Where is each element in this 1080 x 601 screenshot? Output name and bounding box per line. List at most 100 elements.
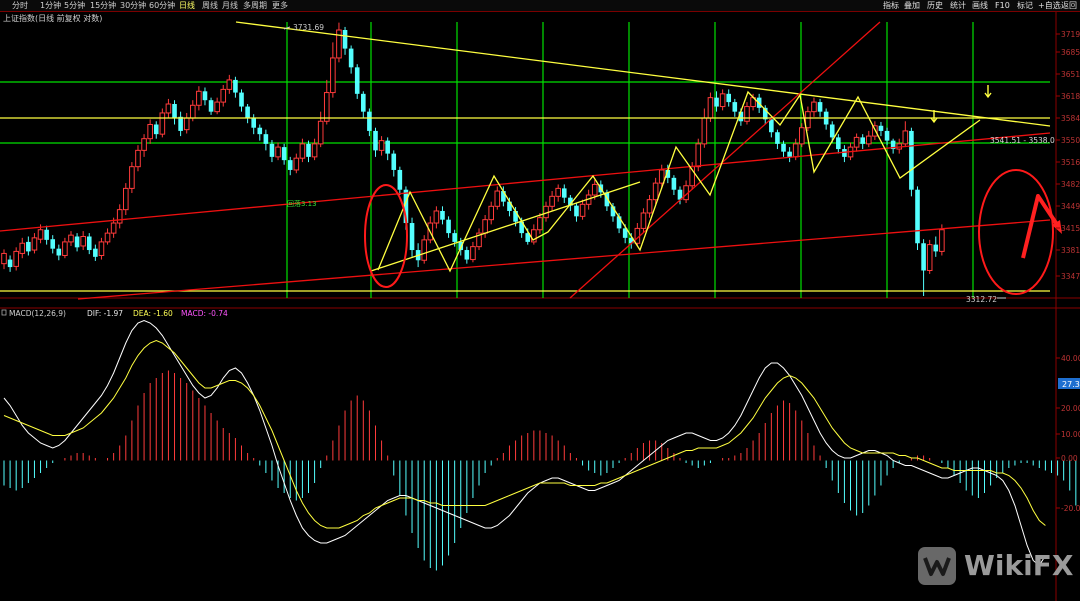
candle-down: [909, 130, 914, 190]
period-tab-3[interactable]: 15分钟: [90, 1, 117, 10]
candle-up: [494, 190, 501, 207]
candle-down: [464, 250, 470, 260]
price-tick-label: 3685: [1061, 48, 1080, 57]
toolbar-button-7[interactable]: +自选: [1038, 1, 1061, 10]
channel-line: [370, 181, 641, 272]
candle-down: [622, 228, 628, 238]
candle-down: [251, 118, 256, 128]
candle-down: [233, 79, 238, 93]
candle-down: [775, 132, 780, 144]
candle-down: [501, 191, 506, 202]
candle-down: [665, 169, 671, 178]
period-toolbar: 分时 1分钟 5分钟 15分钟 30分钟 60分钟 日线 周线 月线 多周期 更多 指标 叠加 历史 统计画…: [0, 0, 1080, 11]
candle-up: [488, 205, 494, 221]
candle-down: [628, 237, 634, 244]
candle-up: [13, 250, 19, 267]
candle-up: [695, 143, 702, 168]
candle-down: [257, 127, 263, 135]
candle-down: [933, 244, 939, 252]
period-tab-0[interactable]: 分时: [12, 1, 28, 10]
candle-up: [31, 237, 38, 251]
candle-up: [646, 199, 653, 214]
low-mark: 回落3.13: [287, 199, 317, 208]
toolbar-button-1[interactable]: 叠加: [904, 1, 920, 10]
candle-up: [476, 232, 482, 248]
toolbar-button-4[interactable]: 画线: [972, 1, 988, 10]
candle-down: [208, 100, 214, 112]
candle-down: [842, 149, 847, 157]
candle-down: [7, 259, 13, 268]
candle-up: [220, 88, 227, 103]
candle-up: [378, 140, 385, 151]
period-tab-10[interactable]: 更多: [272, 1, 288, 10]
toolbar-button-2[interactable]: 历史: [927, 1, 943, 10]
candle-down: [354, 67, 360, 94]
candle-up: [214, 101, 220, 113]
candle-up: [792, 143, 799, 158]
candle-up: [98, 241, 105, 256]
candle-down: [829, 124, 835, 138]
period-tab-6[interactable]: 日线: [179, 1, 195, 10]
candle-down: [403, 189, 409, 224]
price-tick-label: 3449: [1061, 202, 1080, 211]
candle-up: [658, 169, 665, 184]
candle-up: [104, 232, 111, 243]
toolbar-button-3[interactable]: 统计: [950, 1, 966, 10]
price-tick-label: 3584: [1061, 114, 1080, 123]
candle-down: [519, 221, 524, 234]
candle-down: [714, 97, 719, 107]
candle-down: [817, 102, 823, 112]
candle-down: [263, 134, 269, 144]
candle-up: [159, 112, 166, 135]
candle-up: [433, 210, 440, 224]
candle-up: [719, 93, 726, 108]
wikifx-watermark: WikiFX: [916, 545, 1073, 587]
candle-down: [762, 107, 768, 120]
macd-current-value: 27.3: [1062, 380, 1080, 389]
highlight-ellipse: [978, 169, 1054, 295]
down-arrow-icon: [930, 110, 938, 124]
kline-chart-area[interactable]: 3719 3685 3651 3618 3584 3550 3516 3482 3449 3415…: [0, 12, 1080, 601]
candle-down: [677, 189, 683, 200]
period-tab-1[interactable]: 1分钟: [40, 1, 62, 10]
candle-down: [245, 106, 250, 119]
period-tab-5[interactable]: 60分钟: [149, 1, 176, 10]
low-label: 3312.72: [966, 295, 997, 304]
candle-up: [62, 241, 68, 256]
candle-down: [507, 201, 512, 211]
candle-up: [323, 92, 330, 122]
wave-zigzag: [377, 90, 981, 273]
candle-up: [531, 229, 537, 243]
down-arrow-icon: [984, 85, 992, 99]
candle-down: [178, 116, 183, 131]
period-tab-4[interactable]: 30分钟: [120, 1, 147, 10]
toolbar-button-8[interactable]: 返回: [1061, 1, 1077, 10]
candle-down: [239, 92, 244, 107]
candle-down: [671, 177, 677, 190]
macd-current-box: [1058, 378, 1080, 389]
period-tab-8[interactable]: 月线: [222, 1, 238, 10]
candle-up: [579, 203, 586, 217]
toolbar-button-0[interactable]: 指标: [883, 1, 899, 10]
period-tab-9[interactable]: 多周期: [243, 1, 267, 10]
candle-up: [80, 235, 86, 247]
candle-down: [446, 219, 451, 234]
period-tab-2[interactable]: 5分钟: [64, 1, 86, 10]
candle-down: [269, 143, 275, 157]
toolbar-button-6[interactable]: 标记: [1017, 1, 1033, 10]
macd-settings-icon: [1, 309, 7, 316]
candle-down: [781, 143, 786, 152]
toolbar-button-5[interactable]: F10: [995, 1, 1010, 10]
candle-down: [769, 119, 774, 133]
candle-down: [93, 248, 98, 257]
candle-up: [299, 143, 306, 159]
candle-up: [805, 111, 811, 129]
price-tick-label: 3719: [1061, 30, 1080, 39]
candle-up: [336, 29, 342, 59]
candle-down: [604, 192, 610, 207]
candle-down: [513, 210, 518, 222]
high-label: 3731.69: [293, 23, 324, 32]
main-chart-title: 上证指数(日线 前复权 对数): [3, 13, 102, 23]
period-tab-7[interactable]: 周线: [202, 1, 218, 10]
resistance-trendline: [235, 21, 1051, 127]
